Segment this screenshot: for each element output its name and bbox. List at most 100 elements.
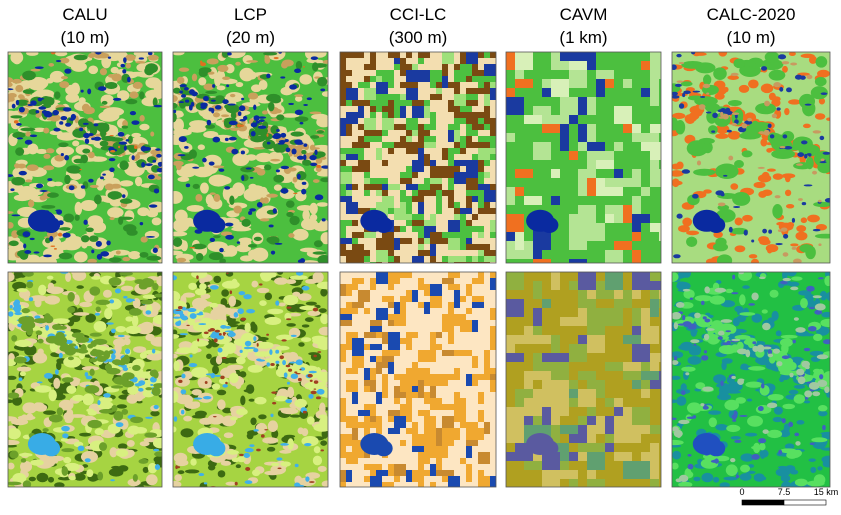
land-cover-cell xyxy=(400,106,406,118)
land-cover-patch xyxy=(8,462,15,470)
land-cover-patch xyxy=(819,374,824,380)
land-cover-patch xyxy=(32,352,48,364)
land-cover-cell xyxy=(406,70,418,82)
land-cover-patch xyxy=(225,64,235,74)
land-cover-patch xyxy=(25,179,33,183)
land-cover-patch xyxy=(64,417,73,424)
land-cover-cell xyxy=(382,130,388,136)
map-panel xyxy=(340,272,496,487)
map-panel xyxy=(173,52,328,263)
land-cover-patch xyxy=(145,387,153,391)
land-cover-patch xyxy=(817,277,824,280)
land-cover-patch xyxy=(59,121,64,125)
land-cover-cell xyxy=(442,320,454,332)
land-cover-patch xyxy=(804,390,813,398)
land-cover-patch xyxy=(272,208,277,214)
land-cover-patch xyxy=(216,311,227,317)
land-cover-patch xyxy=(685,116,695,124)
land-cover-patch xyxy=(177,470,185,475)
land-cover-patch xyxy=(89,235,99,242)
land-cover-patch xyxy=(196,275,199,280)
land-cover-patch xyxy=(126,439,135,447)
land-cover-patch xyxy=(28,108,39,115)
land-cover-patch xyxy=(61,448,75,453)
land-cover-cell xyxy=(424,58,430,64)
land-cover-patch xyxy=(277,272,284,275)
land-cover-patch xyxy=(689,297,694,300)
land-cover-patch xyxy=(150,410,160,417)
column-titles: CALU(10 m)LCP(20 m)CCI-LC(300 m)CAVM(1 k… xyxy=(60,5,795,47)
land-cover-patch xyxy=(181,94,187,98)
land-cover-patch xyxy=(302,410,307,414)
land-cover-patch xyxy=(275,300,280,306)
land-cover-patch xyxy=(734,334,751,340)
land-cover-cell xyxy=(430,464,436,476)
land-cover-patch xyxy=(769,289,779,298)
land-cover-patch xyxy=(687,463,694,470)
land-cover-cell xyxy=(370,368,376,380)
land-cover-patch xyxy=(713,374,726,384)
land-cover-patch xyxy=(84,372,89,377)
land-cover-patch xyxy=(95,299,111,305)
land-cover-patch xyxy=(116,404,128,409)
land-cover-patch xyxy=(706,92,710,95)
land-cover-cell xyxy=(641,326,659,344)
land-cover-patch xyxy=(678,225,690,233)
land-cover-patch xyxy=(195,252,204,262)
land-cover-patch xyxy=(281,339,287,342)
land-cover-patch xyxy=(713,476,720,483)
land-cover-cell xyxy=(418,70,430,82)
land-cover-cell xyxy=(632,461,650,479)
land-cover-patch xyxy=(796,420,805,425)
land-cover-cell xyxy=(370,476,382,487)
land-cover-patch xyxy=(28,476,36,482)
land-cover-patch xyxy=(775,330,782,337)
land-cover-patch xyxy=(672,64,677,71)
land-cover-patch xyxy=(308,393,314,399)
land-cover-patch xyxy=(131,155,135,161)
land-cover-patch xyxy=(139,221,144,226)
land-cover-cell xyxy=(454,94,466,106)
land-cover-patch xyxy=(808,381,820,390)
land-cover-patch xyxy=(11,103,16,109)
land-cover-patch xyxy=(300,337,312,343)
land-cover-cell xyxy=(418,172,430,178)
land-cover-patch xyxy=(189,313,197,319)
land-cover-cell xyxy=(460,82,466,88)
land-cover-patch xyxy=(294,398,307,408)
land-cover-cell xyxy=(454,256,466,262)
land-cover-patch xyxy=(260,434,265,438)
land-cover-patch xyxy=(776,107,781,111)
land-cover-patch xyxy=(317,351,322,353)
land-cover-patch xyxy=(320,288,328,297)
land-cover-cell xyxy=(346,58,352,70)
land-cover-patch xyxy=(125,62,131,69)
land-cover-patch xyxy=(270,413,274,418)
land-cover-patch xyxy=(145,416,153,419)
land-cover-patch xyxy=(53,377,61,389)
land-cover-patch xyxy=(244,447,254,453)
land-cover-patch xyxy=(258,283,263,286)
land-cover-patch xyxy=(12,131,26,139)
land-cover-patch xyxy=(225,381,228,385)
land-cover-patch xyxy=(91,275,101,280)
land-cover-patch xyxy=(240,395,246,406)
land-cover-cell xyxy=(388,184,400,190)
land-cover-patch xyxy=(791,276,803,281)
land-cover-patch xyxy=(313,240,323,248)
land-cover-cell xyxy=(460,458,466,464)
lake xyxy=(374,217,393,234)
land-cover-cell xyxy=(364,332,376,338)
land-cover-patch xyxy=(791,217,796,223)
land-cover-patch xyxy=(97,401,114,410)
land-cover-patch xyxy=(192,414,206,419)
land-cover-cell xyxy=(388,190,400,196)
land-cover-patch xyxy=(685,372,690,376)
land-cover-patch xyxy=(153,371,159,379)
land-cover-patch xyxy=(158,162,162,167)
land-cover-patch xyxy=(65,272,72,283)
land-cover-cell xyxy=(436,470,448,476)
land-cover-patch xyxy=(312,455,323,466)
land-cover-cell xyxy=(614,241,632,250)
land-cover-cell xyxy=(490,338,496,350)
